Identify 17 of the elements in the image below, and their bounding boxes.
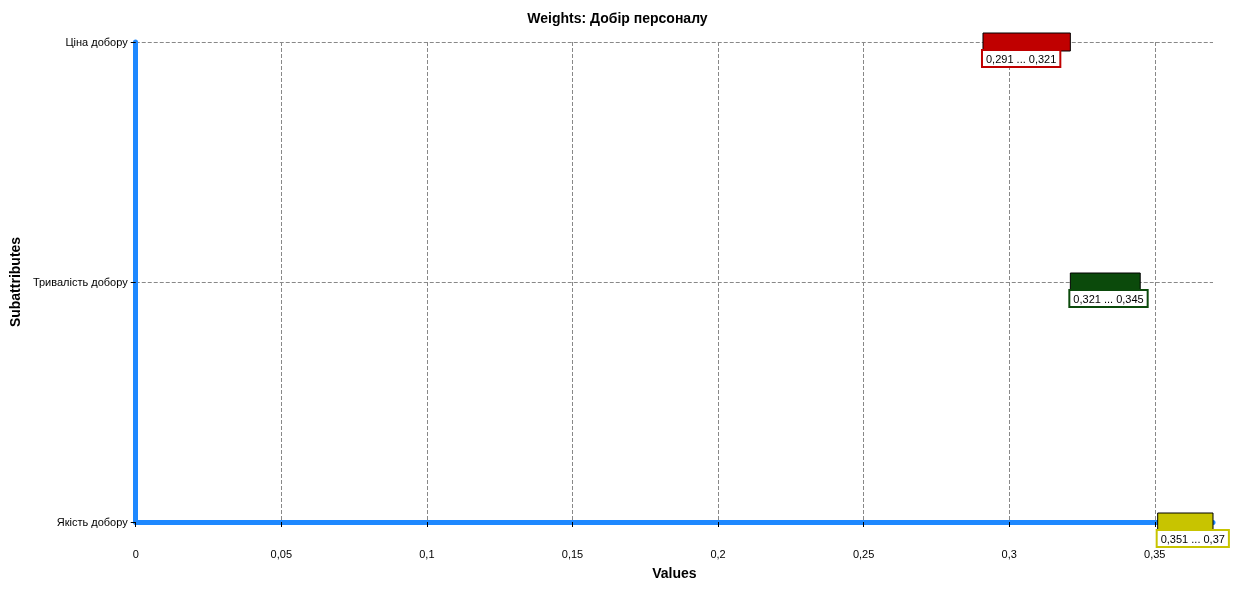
- x-tick-label: 0,25: [852, 547, 875, 560]
- x-tick-label: 0,05: [270, 547, 293, 560]
- annotation: 0,321 ... 0,345: [1073, 292, 1144, 305]
- y-axis-title: Subattributes: [7, 236, 23, 328]
- annotation: 0,291 ... 0,321: [985, 52, 1057, 65]
- x-tick-label: 0,35: [1144, 547, 1166, 560]
- x-axis-title: Values: [652, 565, 697, 581]
- annotation: 0,351 ... 0,37: [1160, 532, 1225, 545]
- x-tick-label: 0,2: [710, 547, 726, 560]
- x-tick-label: 0: [132, 547, 139, 560]
- x-tick-label: 0,15: [561, 547, 584, 560]
- chart-title: Weights: Добір персоналу: [527, 10, 708, 26]
- y-tick-label: Ціна добору: [65, 36, 129, 48]
- y-tick-label: Якість добору: [56, 516, 129, 528]
- y-tick-label: Тривалість добору: [32, 276, 129, 288]
- x-tick-label: 0,1: [419, 547, 435, 560]
- x-tick-label: 0,3: [1001, 547, 1017, 560]
